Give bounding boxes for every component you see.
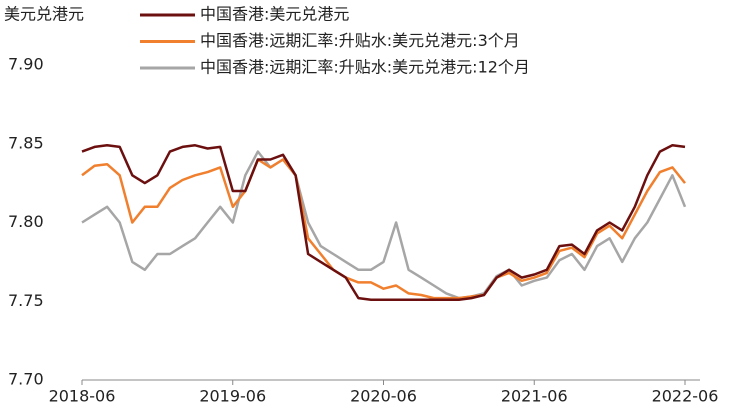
y-tick-label: 7.75 [8,291,44,310]
legend-label: 中国香港:远期汇率:升贴水:美元兑港元:12个月 [200,58,530,77]
y-tick-label: 7.70 [8,370,44,389]
y-tick-label: 7.90 [8,55,44,74]
x-tick-label: 2021-06 [501,387,568,406]
series-line [81,158,686,300]
series-line [81,144,686,301]
legend-label: 中国香港:美元兑港元 [200,5,349,24]
x-tick-label: 2022-06 [652,387,719,406]
y-axis-label: 美元兑港元 [4,5,84,24]
x-tick-label: 2020-06 [350,387,417,406]
y-tick-label: 7.80 [8,212,44,231]
y-tick-label: 7.85 [8,133,44,152]
series-line [81,150,687,300]
x-tick-label: 2018-06 [49,387,116,406]
x-tick-label: 2019-06 [199,387,266,406]
legend-label: 中国香港:远期汇率:升贴水:美元兑港元:3个月 [200,31,520,50]
